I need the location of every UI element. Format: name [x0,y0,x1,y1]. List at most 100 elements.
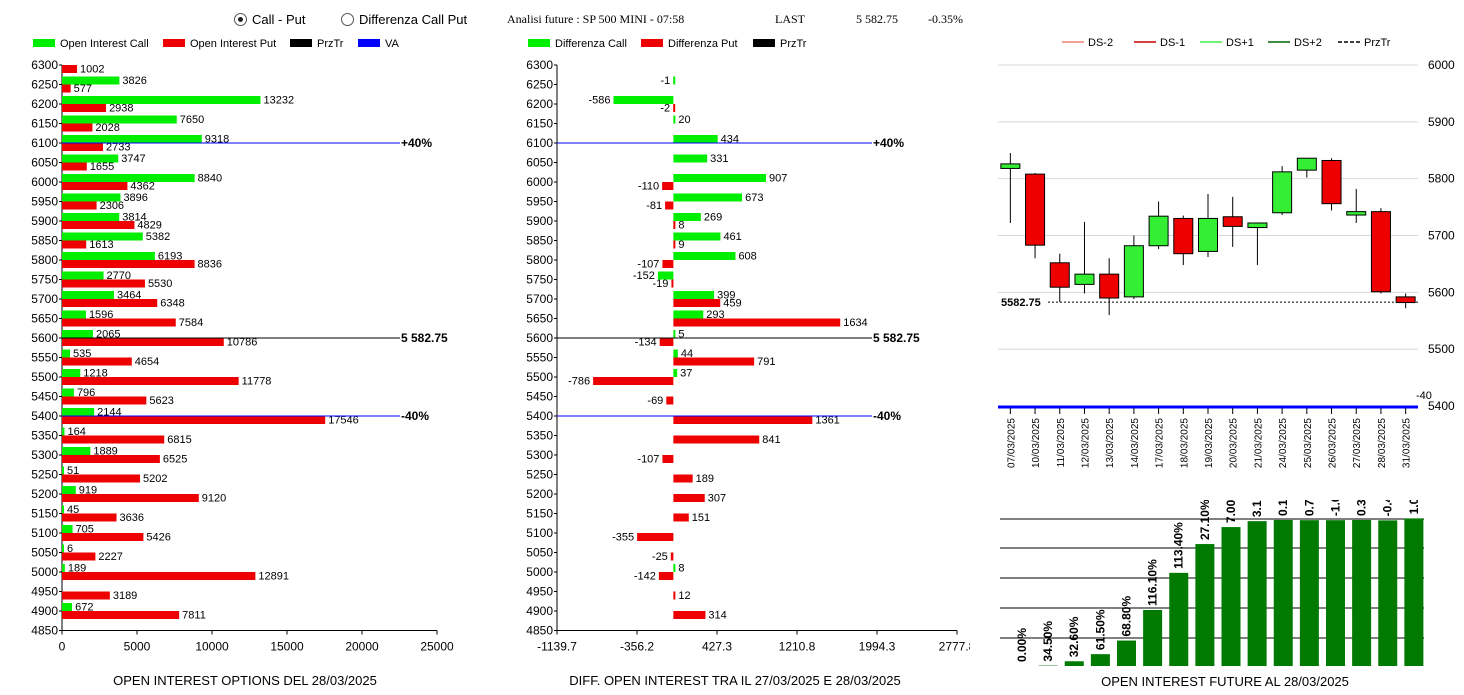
y-tick-label: 6200 [526,97,553,111]
put-bar-label: -786 [568,376,590,388]
y-tick-label: 5200 [31,487,58,501]
y-tick-label: 5500 [31,370,58,384]
call-bar-label: 164 [67,426,85,438]
call-bar [62,174,195,182]
put-bar-label: -69 [647,395,663,407]
radio-diff-call-put[interactable]: Differenza Call Put [341,12,467,27]
call-bar-label: 3826 [122,75,146,87]
put-bar-label: 5202 [143,473,167,485]
put-bar [673,435,760,444]
put-bar-label: 5426 [146,532,170,544]
call-bar [62,193,121,202]
x-tick-label: 1210.8 [779,640,816,654]
legend-label: DS-2 [1088,37,1113,49]
put-bar [62,182,128,190]
legend-swatch [163,39,185,47]
y-tick-label: 5350 [31,429,58,443]
call-bar-label: -586 [589,95,611,107]
x-tick-label: 28/03/2025 [1377,418,1388,468]
put-bar [671,279,674,288]
put-bar-label: -81 [646,200,662,212]
future-bar [1169,572,1189,666]
put-bar [673,221,676,229]
x-tick-label: 2777.8 [939,640,970,654]
put-bar [62,591,110,600]
put-bar-label: 314 [708,610,726,622]
call-bar [62,564,65,572]
y-tick-label: 5800 [526,253,553,267]
radio-call-put[interactable]: Call - Put [234,12,305,27]
y-tick-label: 5900 [1428,115,1455,129]
call-bar-label: 5382 [146,231,170,243]
y-tick-label: 6300 [31,58,58,72]
candle-body [1074,273,1095,285]
radio-selected-icon[interactable] [234,13,247,26]
put-bar-label: 2733 [106,142,130,154]
put-bar-label: 3636 [120,512,144,524]
diff-open-interest-chart: Differenza Call Differenza Put PrzTr 6300 62… [526,38,970,688]
y-tick-label: 5800 [1428,172,1455,186]
call-bar-label: 13232 [263,95,294,107]
put-bar [62,104,107,112]
y-tick-label: 5100 [31,526,58,540]
x-tick-label: 5000 [124,640,151,654]
y-tick-label: 5400 [1428,399,1455,413]
y-tick-label: 4950 [526,585,553,599]
future-bar [1378,520,1398,666]
y-tick-label: 5900 [31,214,58,228]
put-bar [673,494,705,502]
put-bar-label: 5623 [149,395,173,407]
call-bar-label: 796 [77,387,95,399]
call-bar [62,154,119,163]
candle-body [1346,211,1367,216]
call-bar-label: 672 [75,602,93,614]
x-tick-label: 26/03/2025 [1328,418,1339,468]
legend-swatch [33,39,55,47]
y-tick-label: 5600 [526,331,553,345]
y-tick-label: 5750 [31,273,58,287]
put-bar-label: 2306 [100,200,124,212]
future-bar-label: 27.10% [1198,500,1212,540]
y-tick-label: 4900 [526,604,553,618]
put-bar-label: 2938 [109,103,133,115]
y-tick-label: 5950 [31,195,58,209]
y-tick-label: 5500 [1428,342,1455,356]
y-tick-label: 4850 [31,624,58,638]
call-bar-label: 399 [717,290,735,302]
x-tick-label: 13/03/2025 [1105,418,1116,468]
radio-diff-label: Differenza Call Put [359,12,468,27]
radio-unselected-icon[interactable] [341,13,354,26]
put-bar [62,240,87,249]
candle-body [1198,217,1218,252]
put-bar-label: 2227 [98,551,122,563]
legend-label: Open Interest Call [60,38,149,50]
call-bar [673,310,704,319]
call-bar [673,564,676,572]
call-bar [62,310,86,319]
put-bar [62,65,78,73]
last-label: LAST [775,12,805,26]
put-bar [662,260,674,268]
put-bar-label: 307 [708,493,726,505]
future-bar [1326,520,1345,666]
put-bar-label: 1655 [90,161,114,173]
legend-swatch [753,39,775,47]
put-bar-label: -107 [637,259,659,271]
y-tick-label: 5950 [526,195,553,209]
call-bar-label: 3896 [123,192,147,204]
put-bar [62,318,176,327]
call-bar-label: -152 [633,270,655,282]
call-bar [62,486,76,494]
call-bar [62,505,64,514]
y-tick-label: 5750 [526,273,553,287]
put-bar-label: 841 [762,434,780,446]
call-bar [673,115,676,124]
future-bar-label: 61.50% [1093,609,1107,650]
call-bar [62,427,65,436]
put-bar-label: 6348 [160,298,184,310]
candle-body [1000,163,1021,169]
candle-body [1173,217,1194,255]
put-bar [666,396,674,405]
put-bar [673,416,813,424]
y-tick-label: 6150 [526,117,553,131]
